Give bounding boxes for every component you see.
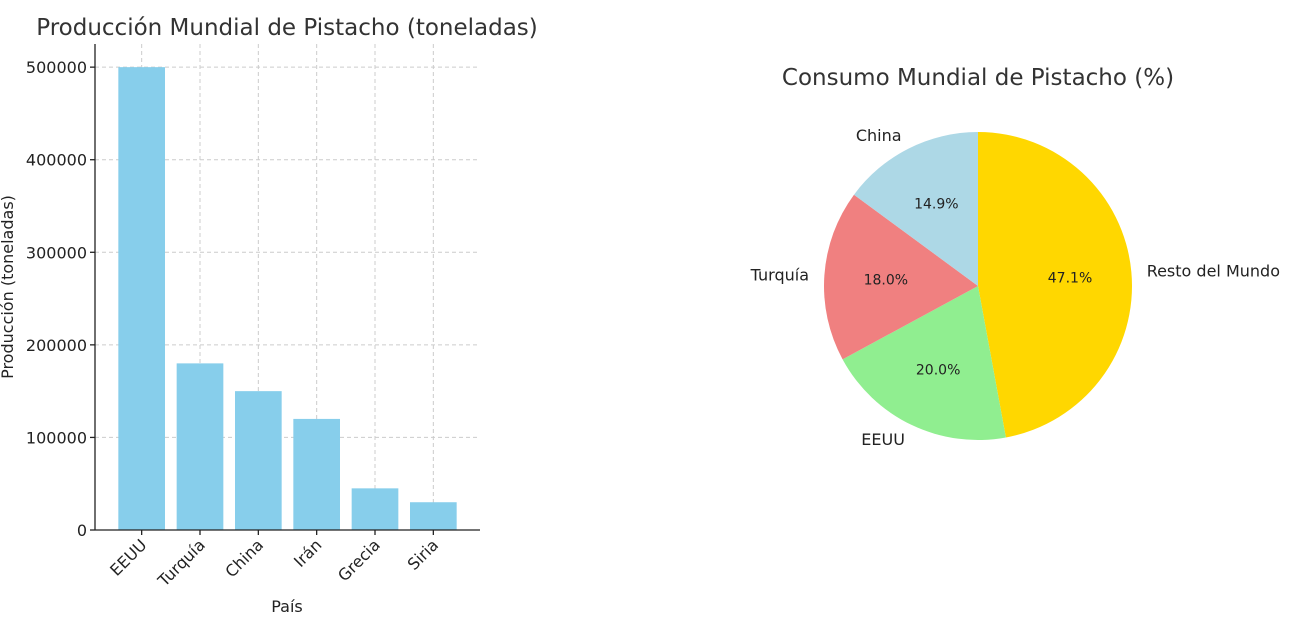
y-tick-label: 200000 (26, 336, 87, 355)
x-tick-label: Grecia (334, 535, 384, 585)
y-ticks: 0 100000 200000 300000 400000 500000 (26, 58, 95, 540)
x-tick-label: China (221, 535, 267, 581)
bar-china (235, 391, 282, 530)
bar-bars (118, 67, 457, 531)
bar-chart: Producción Mundial de Pistacho (tonelada… (0, 15, 538, 616)
pie-pct-china: 14.9% (914, 197, 958, 213)
pie-pct-resto-del-mundo: 47.1% (1048, 271, 1092, 287)
pie-slice-turquía (824, 194, 978, 360)
bar-grecia (351, 488, 399, 530)
x-tick-label: Siria (404, 535, 442, 573)
bar-siria (410, 502, 457, 530)
x-axis-label: País (271, 597, 303, 616)
bar-turquía (176, 363, 224, 530)
pie-pct-eeuu: 20.0% (916, 362, 960, 378)
pie-slice-china (853, 132, 978, 286)
x-ticks: EEUU Turquía China Irán Grecia Siria (106, 530, 442, 591)
y-tick-label: 100000 (26, 428, 87, 447)
y-axis-label: Producción (toneladas) (0, 195, 17, 379)
x-tick-label: Turquía (153, 535, 208, 590)
pie-label-resto-del-mundo: Resto del Mundo (1147, 262, 1280, 281)
pie-label-eeuu: EEUU (861, 430, 905, 449)
pie-labels: Resto del Mundo 47.1% EEUU 20.0% Turquía 18.0… (750, 126, 1280, 449)
y-tick-label: 300000 (26, 243, 87, 262)
pie-label-turquía: Turquía (750, 265, 809, 284)
pie-label-china: China (856, 126, 902, 145)
y-tick-label: 0 (77, 521, 87, 540)
pie-chart: Consumo Mundial de Pistacho (%) Resto de… (750, 65, 1280, 449)
pie-slice-eeuu (842, 286, 1006, 440)
pie-chart-title: Consumo Mundial de Pistacho (%) (782, 65, 1174, 91)
y-tick-label: 400000 (26, 151, 87, 170)
pie-pct-turquía: 18.0% (864, 273, 908, 289)
x-tick-label: EEUU (106, 535, 150, 579)
y-tick-label: 500000 (26, 58, 87, 77)
bar-irán (293, 418, 340, 530)
pie-slices (824, 132, 1132, 440)
x-tick-label: Irán (290, 535, 326, 571)
bar-eeuu (118, 67, 165, 531)
pie-slice-resto-del-mundo (978, 132, 1132, 438)
bar-chart-title: Producción Mundial de Pistacho (tonelada… (36, 15, 538, 41)
